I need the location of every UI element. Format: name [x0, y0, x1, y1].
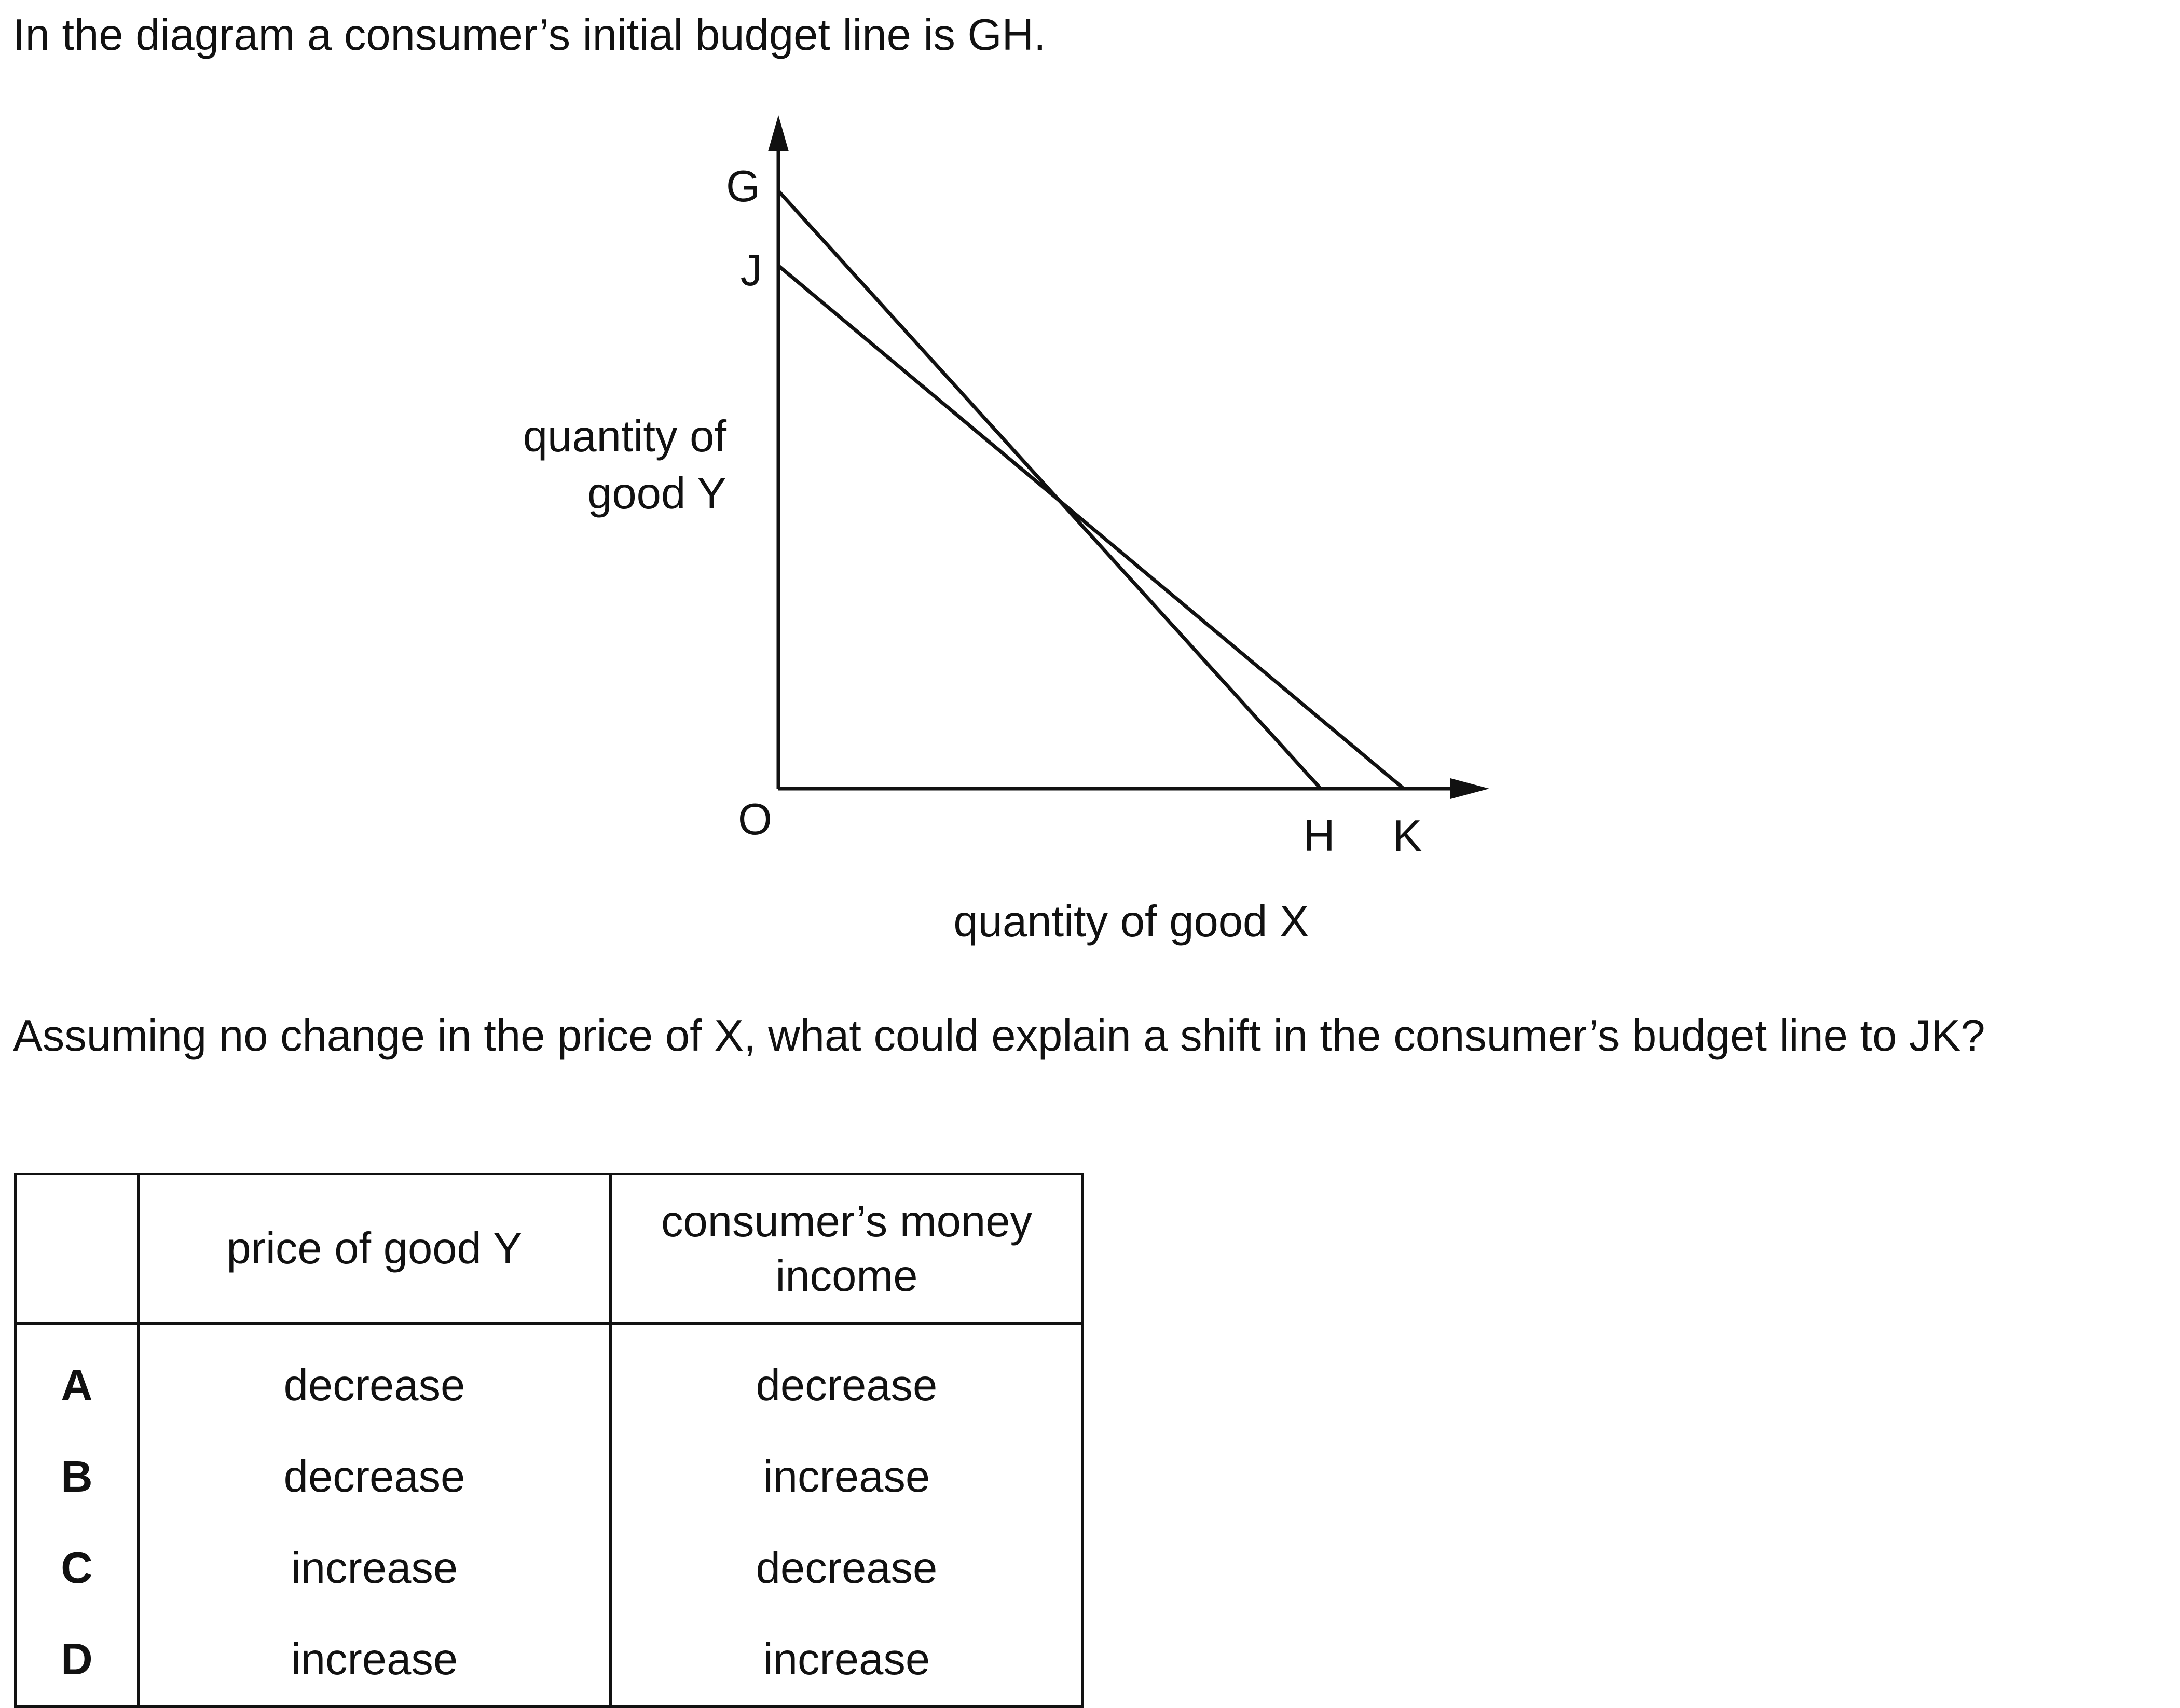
x-axis-label: quantity of good X [953, 897, 1309, 946]
origin-label: O [738, 795, 772, 844]
table-row: A decrease decrease [14, 1323, 1084, 1431]
x-axis-arrow [1450, 778, 1489, 799]
option-price: increase [137, 1523, 612, 1614]
header-price-of-good-y: price of good Y [137, 1173, 612, 1325]
header-money-income-text: consumer’s money income [661, 1196, 1032, 1301]
header-money-income: consumer’s money income [609, 1173, 1084, 1325]
option-income: decrease [609, 1523, 1084, 1614]
budget-line-diagram: G J O H K quantity of good Y quantity of… [523, 115, 1489, 946]
option-key: B [14, 1431, 140, 1523]
y-axis-label-line2: good Y [587, 469, 726, 518]
option-key: D [14, 1614, 140, 1708]
y-axis-label-line1: quantity of [523, 412, 727, 461]
option-income: decrease [609, 1323, 1084, 1431]
header-key [14, 1173, 140, 1325]
option-price: decrease [137, 1323, 612, 1431]
table-header-row: price of good Y consumer’s money income [14, 1173, 1084, 1325]
option-key: C [14, 1523, 140, 1614]
budget-line-gh [777, 189, 1322, 790]
budget-line-jk [777, 264, 1405, 790]
question-text: Assuming no change in the price of X, wh… [13, 1011, 1985, 1060]
option-price: decrease [137, 1431, 612, 1523]
answer-options-table: price of good Y consumer’s money income … [14, 1173, 1084, 1708]
table-row: C increase decrease [14, 1523, 1084, 1614]
intro-text: In the diagram a consumer’s initial budg… [13, 10, 1046, 60]
point-label-h: H [1303, 811, 1335, 861]
point-label-j: J [741, 246, 763, 295]
y-axis-arrow [768, 115, 789, 151]
option-price: increase [137, 1614, 612, 1708]
point-label-g: G [726, 162, 760, 211]
option-income: increase [609, 1431, 1084, 1523]
point-label-k: K [1393, 811, 1422, 861]
option-income: increase [609, 1614, 1084, 1708]
option-key: A [14, 1323, 140, 1431]
table-row: D increase increase [14, 1614, 1084, 1708]
table-row: B decrease increase [14, 1431, 1084, 1523]
